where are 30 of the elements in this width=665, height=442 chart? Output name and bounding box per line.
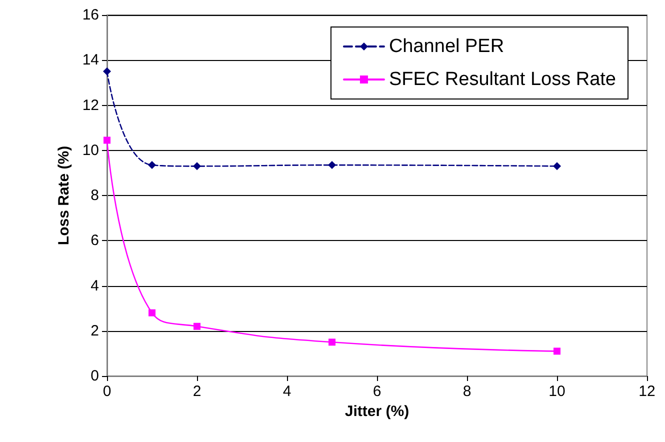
point [194, 322, 200, 330]
y-tick-label: 8 [90, 187, 99, 204]
point [554, 348, 560, 355]
y-tick-label: 2 [90, 322, 99, 340]
y-tick-label: 0 [90, 368, 99, 384]
y-tick-label: 12 [82, 96, 99, 114]
point [148, 309, 156, 316]
y-tick-label: 6 [90, 232, 99, 250]
point [328, 161, 336, 170]
point [193, 162, 201, 170]
x-axis-title: Jitter (%) [344, 402, 410, 420]
legend-label: SFEC Resultant Loss Rate [388, 69, 616, 90]
point [103, 67, 111, 76]
point [328, 338, 336, 346]
y-tick-label: 4 [90, 277, 99, 294]
x-tick-label: 0 [102, 383, 112, 400]
legend-label: Channel PER [388, 36, 504, 57]
y-tick-label: 14 [82, 52, 99, 69]
y-tick-label: 16 [82, 6, 99, 24]
x-tick-label: 12 [638, 383, 656, 400]
point [553, 162, 561, 170]
y-axis-title: Loss Rate (%) [55, 146, 72, 246]
point [104, 136, 110, 144]
x-tick-label: 6 [372, 383, 382, 400]
x-tick-label: 2 [192, 383, 202, 400]
x-tick-label: 4 [282, 383, 292, 400]
point [148, 161, 156, 170]
x-tick-label: 8 [462, 383, 472, 400]
y-tick-label: 10 [82, 142, 99, 159]
x-tick-label: 10 [548, 383, 566, 400]
